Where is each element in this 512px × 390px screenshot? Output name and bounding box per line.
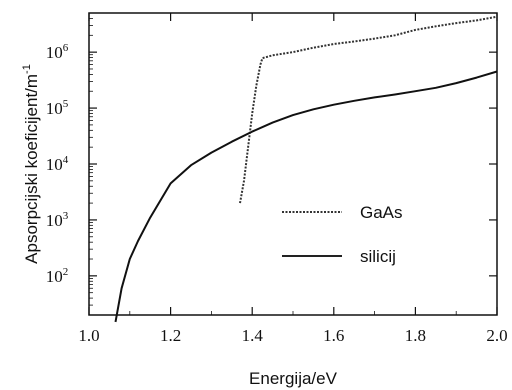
x-tick-label: 1.8 (405, 326, 426, 345)
y-tick-base: 10 (46, 211, 63, 230)
x-tick-label: 1.4 (242, 326, 264, 345)
y-tick-exponent: 6 (63, 42, 69, 54)
x-tick-label: 2.0 (486, 326, 507, 345)
series-layer (114, 15, 498, 323)
y-tick-label: 104 (46, 154, 69, 174)
legend-label-silicij: silicij (360, 247, 396, 266)
y-tick-label: 106 (46, 42, 69, 62)
x-axis-title: Energija/eV (249, 369, 338, 388)
y-axis-title-sup: -1 (21, 64, 33, 74)
y-tick-base: 10 (46, 155, 63, 174)
y-tick-label: 103 (46, 210, 69, 230)
x-axis-ticks: 1.0 1.2 1.4 1.6 1.8 2.0 (78, 13, 508, 345)
y-tick-base: 10 (46, 267, 63, 286)
series-line-silicij (114, 70, 498, 323)
legend: GaAs silicij (282, 203, 403, 266)
x-tick-label: 1.2 (160, 326, 181, 345)
legend-label-gaas: GaAs (360, 203, 403, 222)
y-axis-title: Apsorpcijski koeficijent/m-1 (21, 64, 41, 264)
series-line-gaas (239, 15, 498, 204)
y-tick-exponent: 4 (63, 154, 69, 166)
y-tick-label: 102 (46, 266, 69, 286)
y-tick-base: 10 (46, 99, 63, 118)
y-tick-label: 105 (46, 98, 69, 118)
y-tick-exponent: 2 (63, 266, 69, 278)
y-tick-base: 10 (46, 43, 63, 62)
y-axis-title-main: Apsorpcijski koeficijent/m (22, 74, 41, 264)
y-tick-exponent: 5 (63, 98, 69, 110)
x-tick-label: 1.6 (323, 326, 344, 345)
x-tick-label: 1.0 (78, 326, 99, 345)
y-tick-exponent: 3 (63, 210, 69, 222)
plot-frame (88, 12, 498, 316)
